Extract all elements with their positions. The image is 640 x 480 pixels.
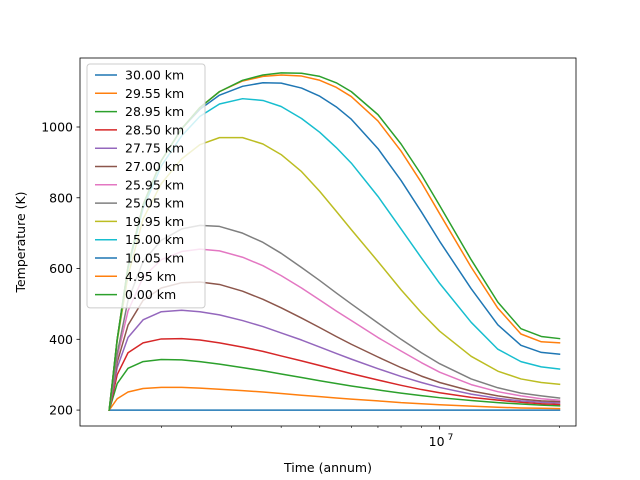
legend-entry: 25.95 km xyxy=(125,177,184,192)
legend-entry: 27.75 km xyxy=(125,141,184,156)
legend-entry: 19.95 km xyxy=(125,214,184,229)
legend-entry: 28.50 km xyxy=(125,122,184,137)
y-axis: 200 400 600 800 1000 xyxy=(41,120,80,418)
legend-entry: 27.00 km xyxy=(125,159,184,174)
legend-entry: 29.55 km xyxy=(125,86,184,101)
y-tick-label: 600 xyxy=(49,261,73,276)
series-line-1 xyxy=(108,386,561,412)
legend-box xyxy=(86,63,206,309)
plot-frame xyxy=(79,57,577,427)
legend-entry: 10.05 km xyxy=(125,251,184,266)
y-tick-label: 400 xyxy=(49,332,73,347)
y-axis-label: Temperature (K) xyxy=(13,191,28,293)
x-axis: 10 7 xyxy=(160,426,560,449)
x-axis-label: Time (annum) xyxy=(283,460,372,475)
legend-entry: 15.00 km xyxy=(125,232,184,247)
y-tick-label: 1000 xyxy=(41,120,73,135)
series-line-2 xyxy=(108,358,561,412)
series-line-3 xyxy=(108,337,561,411)
series-line-4 xyxy=(108,309,561,411)
y-tick-label: 800 xyxy=(49,190,73,205)
legend-entry: 0.00 km xyxy=(125,287,176,302)
legend-entry: 30.00 km xyxy=(125,68,184,83)
y-tick-label: 200 xyxy=(49,403,73,418)
legend-entry: 28.95 km xyxy=(125,104,184,119)
legend: 30.00 km 29.55 km 28.95 km 28.50 km 27.75 km… xyxy=(86,63,206,309)
x-tick-exponent: 7 xyxy=(448,433,454,443)
legend-entry: 25.05 km xyxy=(125,196,184,211)
legend-entry: 4.95 km xyxy=(125,269,176,284)
x-tick-label: 10 xyxy=(429,434,445,449)
